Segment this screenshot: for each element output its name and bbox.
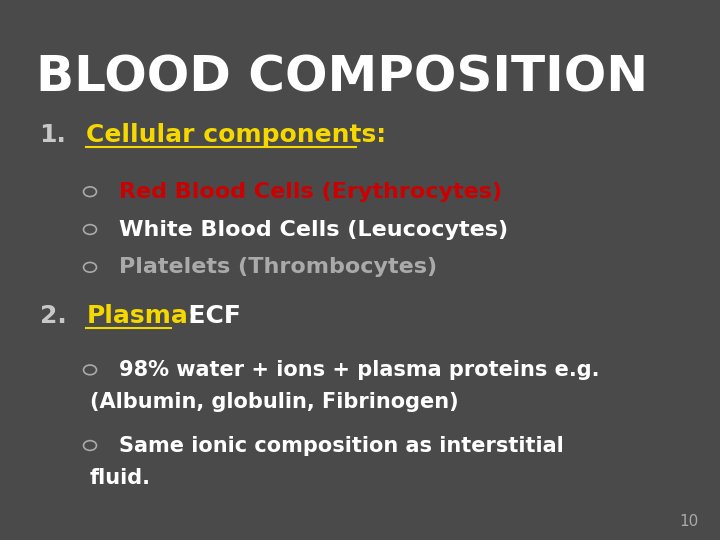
Text: 98% water + ions + plasma proteins e.g.: 98% water + ions + plasma proteins e.g. [119, 360, 599, 380]
Text: Red Blood Cells (Erythrocytes): Red Blood Cells (Erythrocytes) [119, 181, 502, 202]
Text: Plasma:: Plasma: [86, 304, 198, 328]
Text: Cellular components:: Cellular components: [86, 123, 387, 147]
Text: fluid.: fluid. [90, 468, 151, 488]
Text: White Blood Cells (Leucocytes): White Blood Cells (Leucocytes) [119, 219, 508, 240]
Text: ECF: ECF [171, 304, 241, 328]
Text: 1.: 1. [40, 123, 66, 147]
Text: BLOOD COMPOSITION: BLOOD COMPOSITION [36, 54, 648, 102]
Text: Same ionic composition as interstitial: Same ionic composition as interstitial [119, 435, 564, 456]
Text: (Albumin, globulin, Fibrinogen): (Albumin, globulin, Fibrinogen) [90, 392, 459, 413]
Text: Platelets (Thrombocytes): Platelets (Thrombocytes) [119, 257, 437, 278]
Text: 2.: 2. [40, 304, 66, 328]
Text: 10: 10 [679, 514, 698, 529]
